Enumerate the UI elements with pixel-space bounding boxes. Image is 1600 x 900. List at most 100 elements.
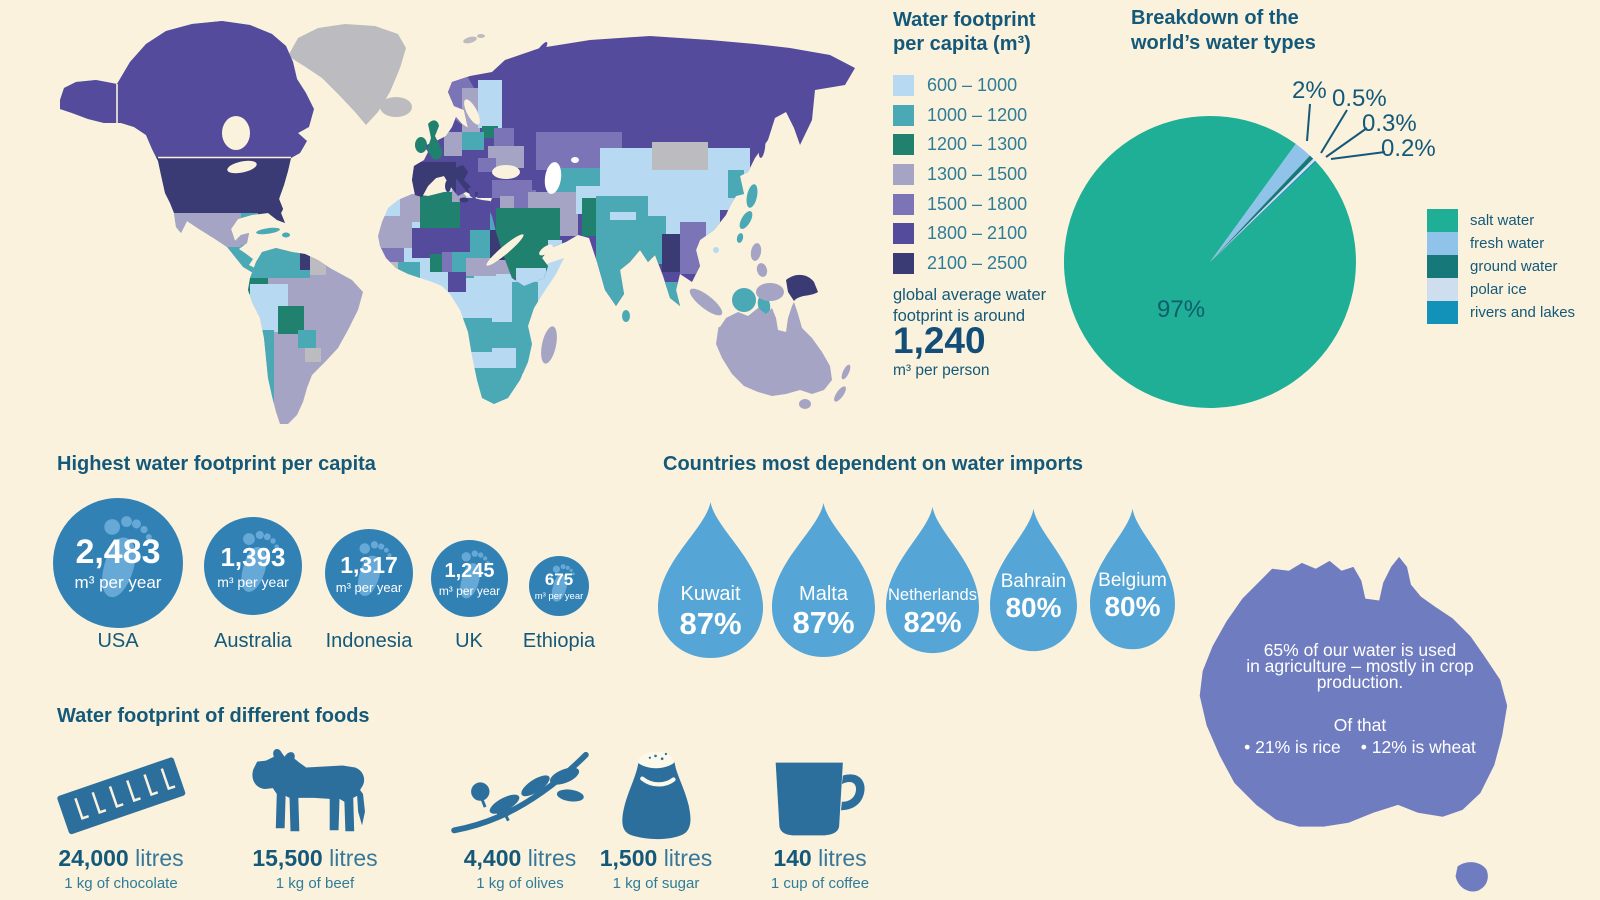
region-islands [415,42,818,337]
food-desc: 1 kg of sugar [612,875,700,892]
fact-line: Of that [1333,715,1387,735]
legend-swatch [893,164,914,186]
region-greenland [288,24,485,125]
footprint-unit: m³ per year [217,574,289,590]
legend-swatch [1427,209,1458,232]
drop-percent: 87% [679,605,742,641]
legend-row: rivers and lakes [1427,301,1575,324]
chocolate-bar-icon [57,757,186,835]
legend-row: 1500 – 1800 [893,189,1027,219]
pie-label-polar-ice: 0.3% [1362,110,1417,137]
drop-kuwait: Kuwait 87% [658,500,763,660]
food-desc: 1 kg of beef [275,875,355,892]
legend-swatch [893,223,914,245]
pie-slice [1210,143,1310,262]
sugar-bag-icon [622,751,691,840]
drop-country: Bahrain [1000,571,1067,593]
pie-slice [1210,158,1316,262]
global-average-value: 1,240 [893,320,986,361]
footprint-unit: m³ per year [335,579,403,595]
region-madagascar [541,326,557,364]
footprint-circle-usa: 2,483 m³ per year [53,498,183,628]
footprint-circle-ethiopia: 675 m³ per year [529,556,589,616]
region-north-america [60,21,314,273]
footprint-value: 2,483 [75,533,161,571]
region-south-america [248,248,363,424]
legend-row: ground water [1427,255,1575,278]
food-value: 140 litres [773,845,867,871]
pie-legend: salt water fresh water ground water pola… [1427,209,1575,324]
footprint-country-usa: USA [97,630,139,652]
footprint-unit: m³ per year [534,591,584,602]
legend-swatch [1427,278,1458,301]
footprint-value: 675 [544,570,574,589]
food-value: 4,400 litres [463,845,577,871]
food-value: 15,500 litres [252,845,378,871]
region-australia-map [716,302,851,409]
pie-label-salt-water: 97% [1157,296,1206,323]
drop-percent: 80% [1005,591,1062,623]
tasmania [1455,862,1488,892]
food-sugar: 1,500 litres 1 kg of sugar [564,733,748,892]
drop-belgium: Belgium 80% [1090,507,1175,651]
legend-swatch [893,252,914,274]
legend-row: salt water [1427,209,1575,232]
inland-seas [464,99,579,266]
footprint-unit: m³ per year [74,573,162,592]
fact-line: in agriculture – mostly in crop [1246,656,1474,676]
food-desc: 1 kg of olives [476,875,564,892]
footprint-country-indonesia: Indonesia [325,630,413,652]
drop-malta: Malta 87% [772,501,875,659]
pie-slice [1210,160,1317,262]
fact-line: production. [1316,672,1404,692]
drop-country: Netherlands [888,586,977,604]
pie-chart [1063,103,1386,408]
legend-swatch [1427,232,1458,255]
legend-swatch [893,193,914,215]
legend-row: 600 – 1000 [893,71,1027,101]
food-desc: 1 kg of chocolate [64,875,178,892]
drop-percent: 80% [1104,590,1161,622]
section-heading-foods: Water footprint of different foods [57,705,370,727]
cow-icon [252,748,365,832]
fact-line: 65% of our water is used [1263,640,1457,660]
pie-label-ground-water: 0.5% [1332,85,1387,112]
global-average-note: global average water footprint is around [893,286,1047,325]
global-average-unit: m³ per person [893,362,990,379]
hudson-bay [222,116,250,150]
pie-slice [1063,115,1356,408]
legend-row: 1000 – 1200 [893,101,1027,131]
food-desc: 1 cup of coffee [770,875,870,892]
drop-country: Belgium [1098,570,1167,592]
drop-country: Kuwait [680,583,741,606]
legend-swatch [1427,301,1458,324]
pie-slice [1210,155,1314,262]
drop-bahrain: Bahrain 80% [990,507,1077,653]
region-caribbean [256,227,290,238]
pie-slices [1063,115,1356,408]
coffee-mug-icon [775,762,865,836]
australia-map [1199,556,1508,892]
legend-swatch [893,75,914,97]
fact-bullet-rice: • 21% is rice [1244,737,1341,757]
legend-row: 1200 – 1300 [893,130,1027,160]
drop-netherlands: Netherlands 82% [886,505,979,655]
world-map [60,21,855,424]
food-coffee: 140 litres 1 cup of coffee [728,733,912,892]
pie-label-rivers-lakes: 0.2% [1381,135,1436,162]
legend-row: 1300 – 1500 [893,160,1027,190]
pie-leader-lines [1306,103,1386,160]
fact-bullet-wheat: • 12% is wheat [1360,737,1476,757]
pie-label-fresh-water: 2% [1292,77,1327,104]
footprint-value: 1,317 [340,551,398,578]
drop-country: Malta [799,583,848,606]
drop-percent: 82% [903,607,962,639]
map-legend-title: Water footprint per capita (m³) [893,9,1036,55]
food-beef: 15,500 litres 1 kg of beef [223,733,407,892]
australia-fact-text: 65% of our water is used in agriculture … [1209,640,1511,760]
footprint-value: 1,245 [444,559,495,582]
legend-row: 1800 – 2100 [893,219,1027,249]
food-olives: 4,400 litres 1 kg of olives [428,733,612,892]
footprint-circle-australia: 1,393 m³ per year [204,517,302,615]
